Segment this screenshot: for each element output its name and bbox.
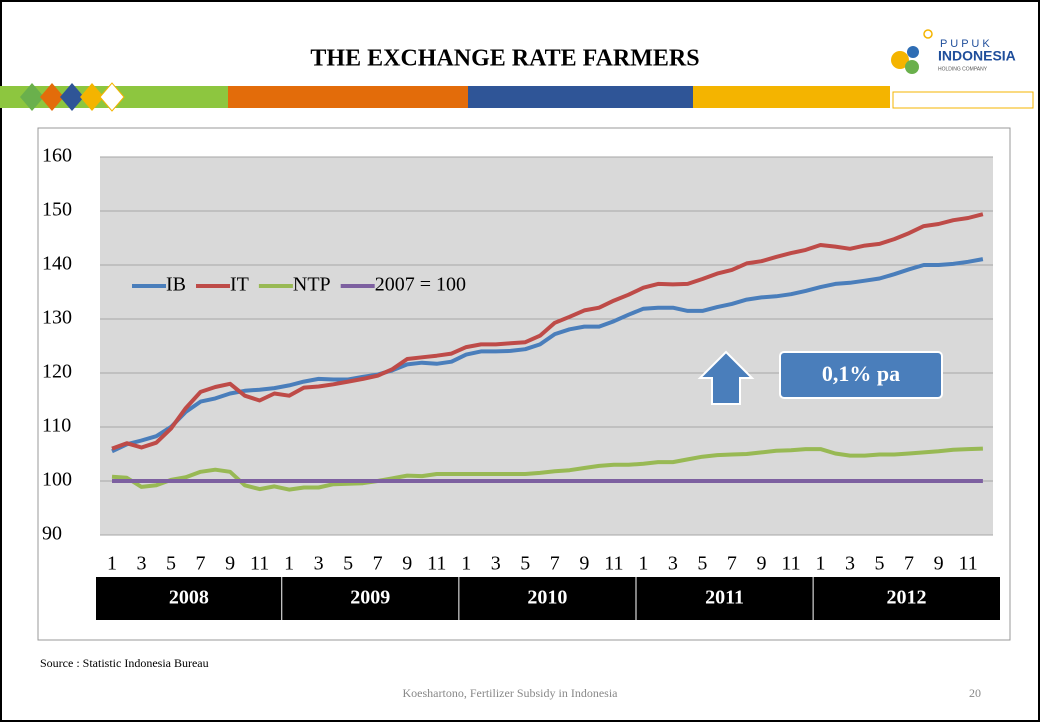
year-label: 2012 xyxy=(887,587,927,609)
source: Source : Statistic Indonesia Bureau xyxy=(40,656,209,670)
x-tick-label: 9 xyxy=(756,553,766,575)
x-tick-label: 1 xyxy=(638,553,648,575)
logo-dot xyxy=(891,51,909,69)
year-label: 2010 xyxy=(527,587,567,609)
year-label: 2011 xyxy=(705,587,744,609)
y-tick-label: 140 xyxy=(42,253,72,275)
x-tick-label: 1 xyxy=(284,553,294,575)
y-tick-label: 100 xyxy=(42,469,72,491)
footer-text: Koeshartono, Fertilizer Subsidy in Indon… xyxy=(403,686,619,700)
annotation-box xyxy=(779,351,943,399)
logo-dot xyxy=(905,60,919,74)
x-tick-label: 5 xyxy=(697,553,707,575)
logo-text: HOLDING COMPANY xyxy=(938,66,988,72)
logo-text: P U P U K xyxy=(940,38,990,50)
legend-label: IT xyxy=(230,274,249,296)
y-tick-label: 110 xyxy=(42,415,71,437)
deco-box xyxy=(892,91,1034,109)
year-label: 2008 xyxy=(169,587,209,609)
deco-segment xyxy=(468,86,693,108)
arrow-up xyxy=(697,350,755,405)
logo: P U P U K INDONESIA HOLDING COMPANY xyxy=(891,29,1016,74)
x-tick-label: 7 xyxy=(727,553,737,575)
x-tick-label: 7 xyxy=(550,553,560,575)
legend-label: 2007 = 100 xyxy=(375,274,466,296)
annotation: 0,1% pa xyxy=(697,350,943,405)
legend-label: IB xyxy=(166,274,186,296)
x-tick-label: 7 xyxy=(373,553,383,575)
plot-area xyxy=(100,157,993,535)
logo-dot xyxy=(923,29,933,39)
deco-diamond xyxy=(80,83,104,111)
deco-diamond xyxy=(40,83,64,111)
y-tick-label: 90 xyxy=(42,523,62,545)
y-tick-label: 130 xyxy=(42,307,72,329)
x-tick-label: 7 xyxy=(904,553,914,575)
x-tick-label: 11 xyxy=(427,553,446,575)
series-line xyxy=(111,446,983,492)
legend-label: NTP xyxy=(293,274,331,296)
deco-diamond xyxy=(99,82,125,112)
x-tick-label: 1 xyxy=(107,553,117,575)
x-tick-label: 5 xyxy=(875,553,885,575)
x-tick-label: 1 xyxy=(815,553,825,575)
x-tick-label: 3 xyxy=(137,553,147,575)
page-number: 20 xyxy=(969,686,981,700)
x-tick-label: 5 xyxy=(166,553,176,575)
x-tick-label: 9 xyxy=(225,553,235,575)
deco-segment xyxy=(693,86,890,108)
x-tick-label: 11 xyxy=(781,553,800,575)
x-tick-label: 9 xyxy=(934,553,944,575)
x-tick-label: 5 xyxy=(343,553,353,575)
x-tick-label: 9 xyxy=(402,553,412,575)
x-tick-label: 11 xyxy=(250,553,269,575)
x-tick-label: 7 xyxy=(196,553,206,575)
x-tick-label: 3 xyxy=(845,553,855,575)
x-tick-label: 5 xyxy=(520,553,530,575)
x-tick-label: 3 xyxy=(668,553,678,575)
deco-bar xyxy=(0,82,1034,112)
x-tick-label: 1 xyxy=(461,553,471,575)
annotation-text: 0,1% pa xyxy=(822,361,900,386)
series-line xyxy=(111,257,984,454)
logo-text: INDONESIA xyxy=(938,48,1016,64)
deco-diamond xyxy=(60,83,84,111)
x-tick-label: 9 xyxy=(579,553,589,575)
x-tick-label: 3 xyxy=(491,553,501,575)
x-tick-label: 11 xyxy=(604,553,623,575)
deco-segment xyxy=(228,86,468,108)
y-tick-label: 150 xyxy=(42,199,72,221)
logo-dot xyxy=(907,46,919,58)
x-tick-label: 3 xyxy=(314,553,324,575)
y-tick-label: 120 xyxy=(42,361,72,383)
x-tick-label: 11 xyxy=(958,553,977,575)
y-tick-label: 160 xyxy=(42,145,72,167)
series-line xyxy=(111,212,984,451)
year-band xyxy=(96,577,1000,620)
year-label: 2009 xyxy=(350,587,390,609)
slide-title: THE EXCHANGE RATE FARMERS xyxy=(310,46,699,72)
deco-diamond xyxy=(20,83,44,111)
